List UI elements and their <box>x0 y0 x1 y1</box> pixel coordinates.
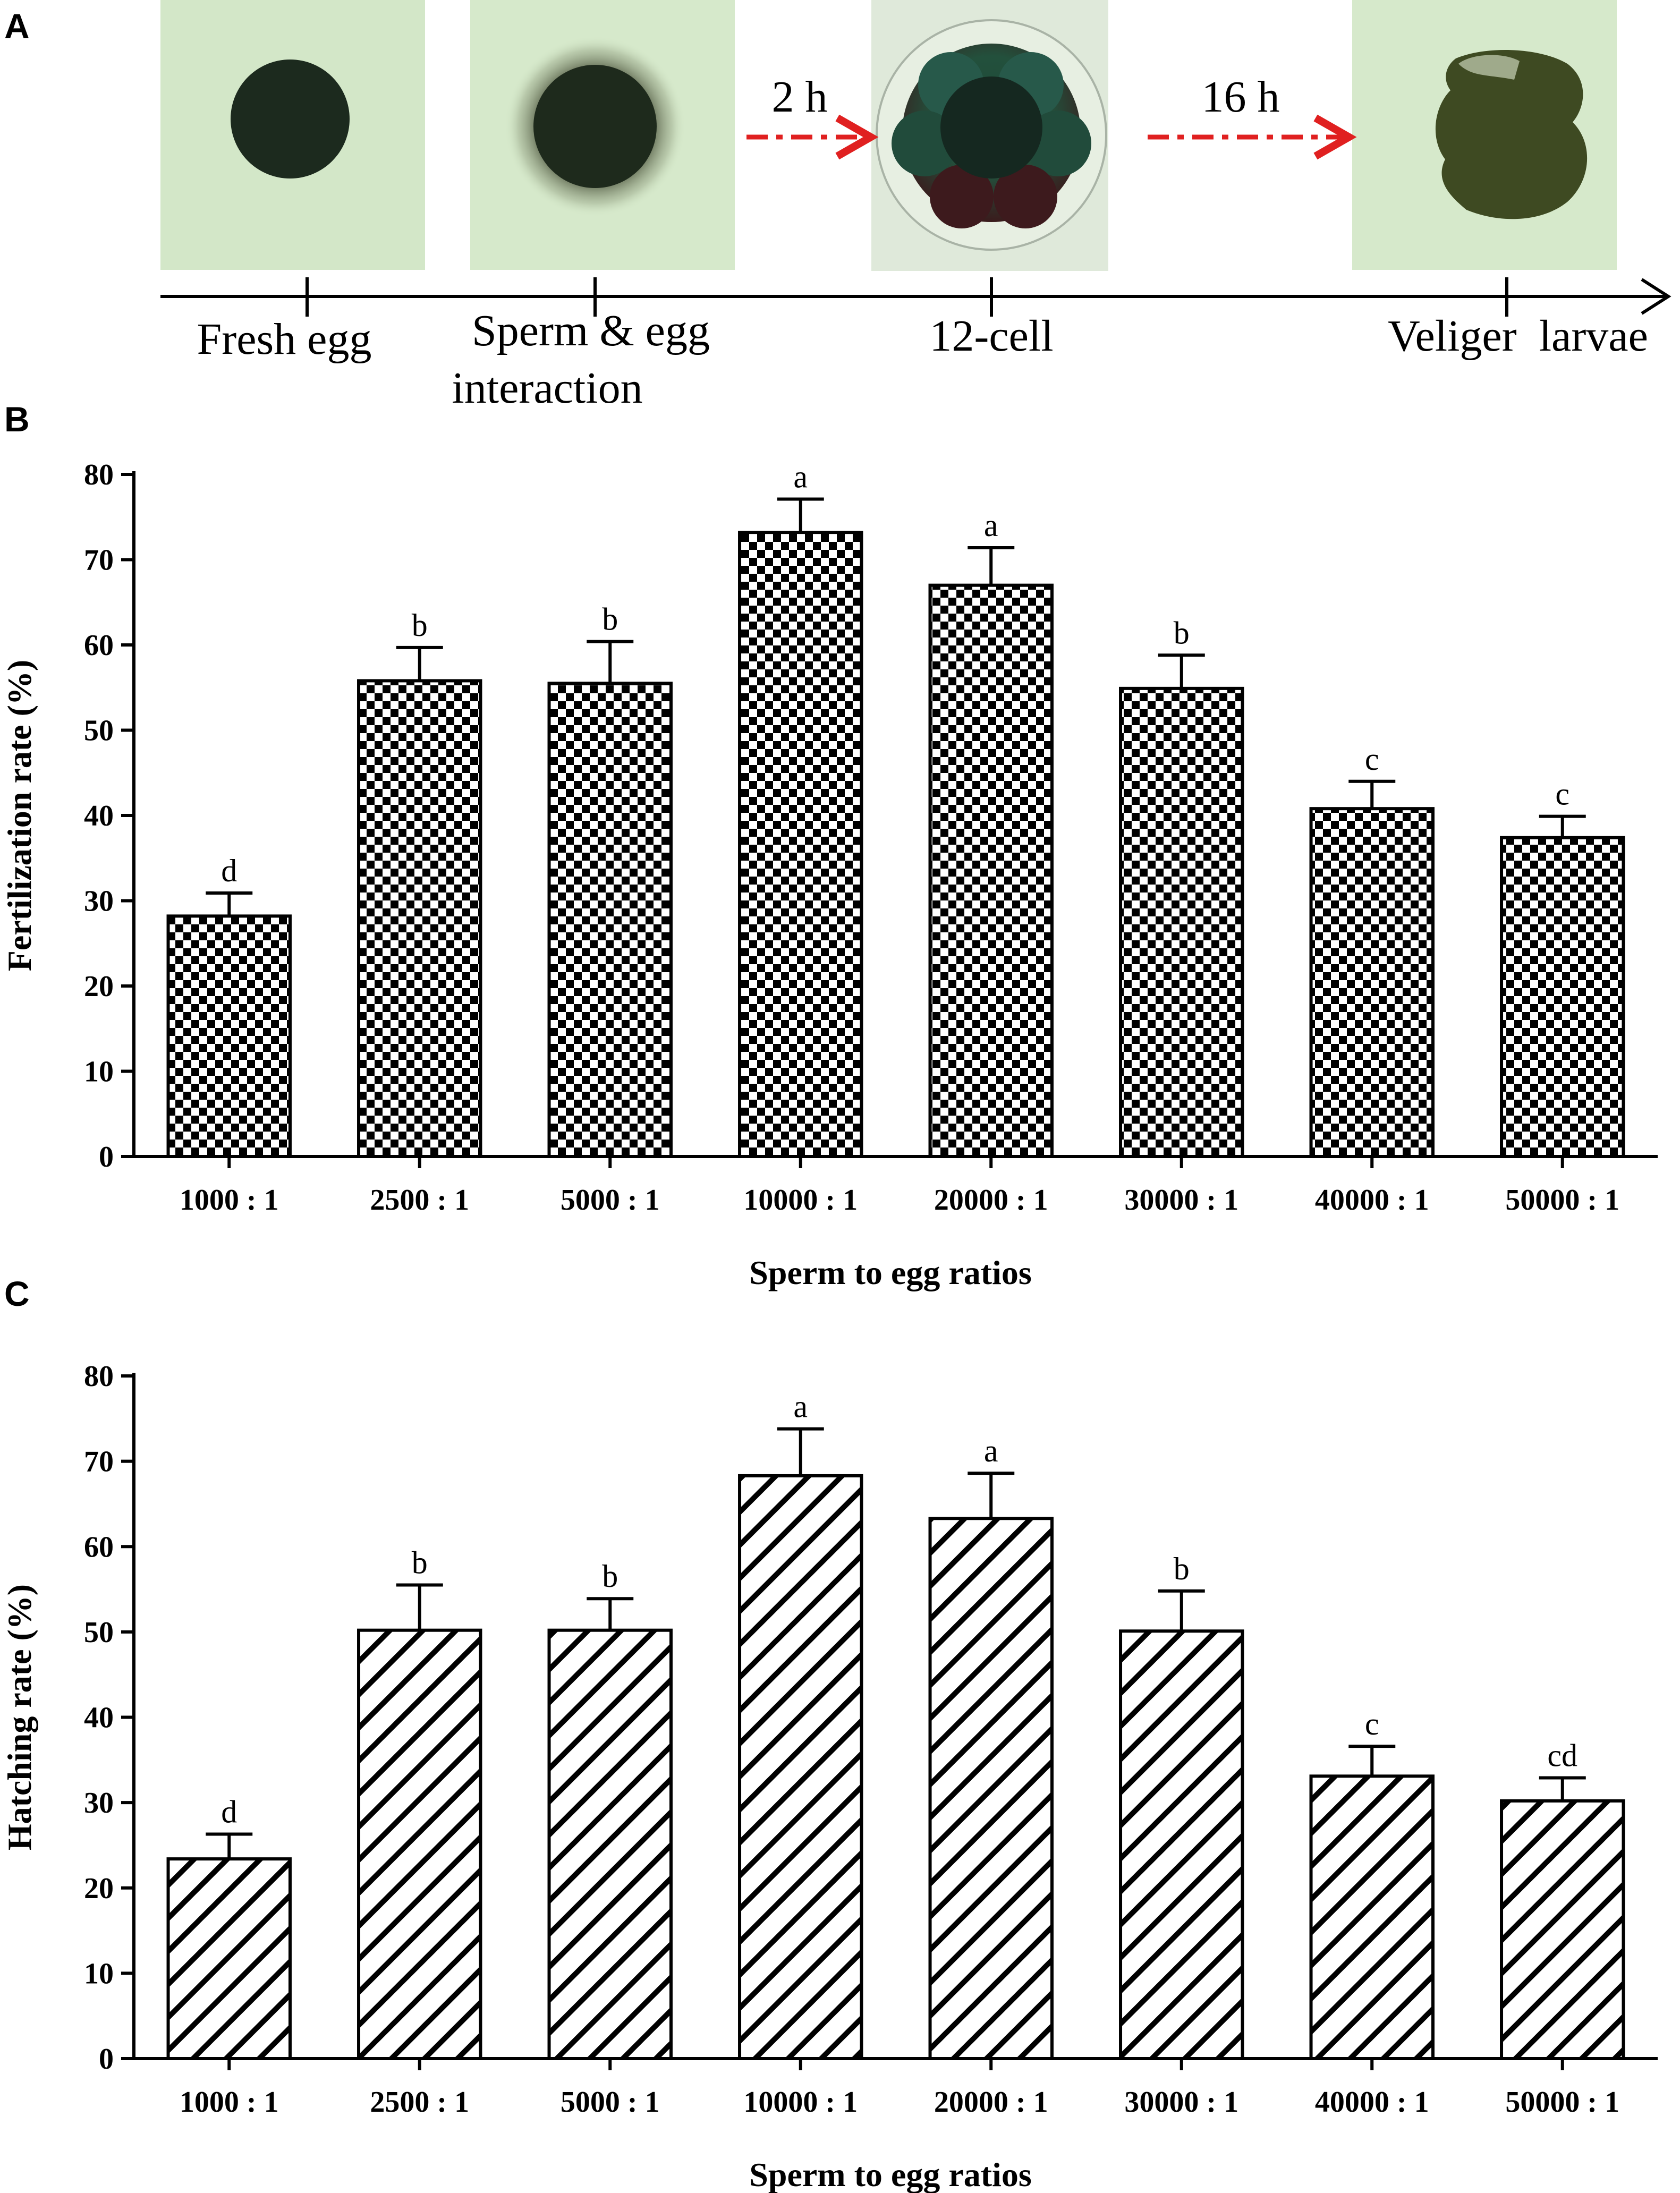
x-axis-title: Sperm to egg ratios <box>749 1254 1031 1291</box>
y-axis-title: Hatching rate (%) <box>1 1584 38 1850</box>
bar <box>547 1628 673 2061</box>
bar <box>928 583 1054 1158</box>
y-tick-label: 30 <box>84 1787 114 1820</box>
x-tick-label: 50000 : 1 <box>1505 1184 1619 1217</box>
significance-letter: b <box>412 608 428 643</box>
bar <box>357 1628 482 2061</box>
photo-sperm-egg <box>470 0 735 270</box>
bar <box>738 1474 863 2060</box>
egg-shape <box>533 65 657 188</box>
y-tick-label: 80 <box>84 1360 114 1393</box>
fertilization-chart: B 0 10 20 30 40 50 60 70 80 d 1000 : 1 b 2500 : 1 b 50… <box>1 400 1658 1291</box>
y-tick-label: 50 <box>84 1616 114 1649</box>
significance-letter: b <box>602 602 618 637</box>
significance-letter: b <box>602 1559 618 1594</box>
photo-fresh-egg <box>160 0 425 270</box>
significance-letter: c <box>1365 742 1379 777</box>
x-tick-label: 5000 : 1 <box>561 1184 660 1217</box>
bar <box>1309 807 1435 1159</box>
y-axis-title: Fertilization rate (%) <box>1 660 38 971</box>
y-tick-label: 60 <box>84 629 114 662</box>
significance-letter: c <box>1365 1706 1379 1741</box>
significance-letter: d <box>221 853 237 888</box>
y-tick-label: 40 <box>84 800 114 832</box>
time-label-2h: 2 h <box>772 72 828 122</box>
y-tick-label: 80 <box>84 458 114 491</box>
x-tick-label: 40000 : 1 <box>1315 2086 1429 2119</box>
hatching-chart: C 0 10 20 30 40 50 60 70 80 d 1000 : 1 b 2500 : 1 b 50… <box>1 1274 1658 2193</box>
x-tick-label: 10000 : 1 <box>743 2086 858 2119</box>
y-tick-label: 10 <box>84 1056 114 1089</box>
x-tick-label: 50000 : 1 <box>1505 2086 1619 2119</box>
significance-letter: a <box>793 460 808 495</box>
bar <box>166 1857 292 2060</box>
significance-letter: c <box>1555 777 1569 812</box>
y-tick-label: 70 <box>84 1446 114 1478</box>
timeline-arrowhead <box>1641 278 1671 315</box>
bar <box>166 914 292 1158</box>
x-tick-label: 1000 : 1 <box>180 1184 279 1217</box>
panel-a: A <box>4 0 1671 413</box>
bar <box>1500 1799 1625 2061</box>
significance-letter: a <box>793 1389 808 1424</box>
significance-letter: b <box>1174 1551 1190 1586</box>
x-tick-label: 30000 : 1 <box>1124 1184 1238 1217</box>
y-tick-label: 50 <box>84 715 114 747</box>
y-tick-label: 0 <box>99 1141 114 1174</box>
bar <box>547 682 673 1158</box>
bar <box>928 1517 1054 2060</box>
x-tick-label: 2500 : 1 <box>370 1184 469 1217</box>
egg-shape <box>231 60 350 178</box>
x-tick-label: 2500 : 1 <box>370 2086 469 2119</box>
x-tick-label: 1000 : 1 <box>180 2086 279 2119</box>
photo-12-cell <box>871 0 1108 271</box>
bar <box>1500 836 1625 1158</box>
y-tick-label: 40 <box>84 1702 114 1735</box>
x-tick-label: 5000 : 1 <box>561 2086 660 2119</box>
y-tick-label: 20 <box>84 1872 114 1905</box>
significance-letter: b <box>1174 615 1190 650</box>
significance-letter: cd <box>1547 1738 1577 1773</box>
x-tick-label: 20000 : 1 <box>934 2086 1048 2119</box>
stage-label-sperm-egg-line2: interaction <box>452 363 642 413</box>
x-tick-label: 40000 : 1 <box>1315 1184 1429 1217</box>
x-tick-label: 30000 : 1 <box>1124 2086 1238 2119</box>
y-tick-label: 30 <box>84 885 114 918</box>
stage-label-veliger: Veliger larvae <box>1388 311 1648 361</box>
y-tick-label: 20 <box>84 970 114 1003</box>
stage-label-12-cell: 12-cell <box>929 311 1053 361</box>
stage-label-fresh-egg: Fresh egg <box>197 314 372 364</box>
bar <box>1309 1774 1435 2061</box>
x-tick-label: 20000 : 1 <box>934 1184 1048 1217</box>
bar <box>738 531 863 1158</box>
bar <box>1119 686 1244 1158</box>
significance-letter: b <box>412 1545 428 1580</box>
bar <box>357 679 482 1159</box>
x-axis-title: Sperm to egg ratios <box>749 2156 1031 2193</box>
significance-letter: d <box>221 1795 237 1830</box>
stage-label-sperm-egg: Sperm & egg <box>472 306 710 355</box>
panel-b-letter: B <box>4 400 30 439</box>
time-label-16h: 16 h <box>1202 72 1280 122</box>
x-tick-label: 10000 : 1 <box>743 1184 858 1217</box>
y-tick-label: 70 <box>84 544 114 577</box>
photo-veliger-larvae <box>1352 0 1617 270</box>
panel-a-letter: A <box>4 6 30 46</box>
y-tick-label: 60 <box>84 1531 114 1563</box>
significance-letter: a <box>984 508 998 543</box>
significance-letter: a <box>984 1433 998 1468</box>
panel-c-letter: C <box>4 1274 30 1313</box>
bar <box>1119 1629 1244 2061</box>
y-tick-label: 10 <box>84 1957 114 1990</box>
y-tick-label: 0 <box>99 2043 114 2076</box>
